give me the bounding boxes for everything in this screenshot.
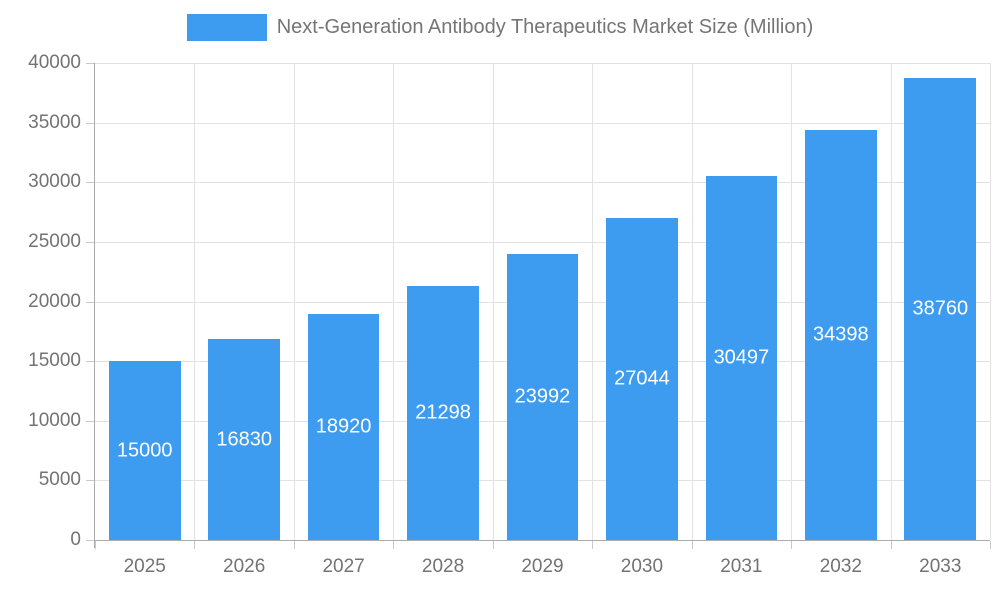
gridline-vertical: [990, 63, 991, 540]
y-axis-label: 35000: [28, 111, 81, 133]
gridline-vertical: [791, 63, 793, 540]
gridline-vertical: [592, 63, 594, 540]
x-axis-tick: [194, 541, 196, 549]
gridline-vertical: [492, 63, 494, 540]
legend-swatch: [186, 14, 267, 41]
x-axis-tick: [95, 541, 96, 549]
x-axis-tick: [492, 541, 494, 549]
y-axis-tick: [86, 122, 94, 124]
x-axis-tick: [293, 541, 295, 549]
y-axis-tick: [86, 480, 94, 482]
gridline-horizontal: [95, 182, 990, 184]
bar-2026[interactable]: 16830: [208, 339, 280, 540]
gridline-vertical: [393, 63, 395, 540]
bar-2027[interactable]: 18920: [307, 314, 380, 540]
x-axis-label: 2026: [223, 556, 266, 577]
gridline-vertical: [293, 63, 295, 540]
bar-value-label: 27044: [614, 367, 670, 390]
bar-value-label: 21298: [415, 401, 471, 424]
plot-area: 0 5000 10000 15000 20000 25000 30000 35000 40000…: [28, 52, 991, 577]
bar-2029[interactable]: 23992: [506, 253, 579, 540]
y-axis-tick: [86, 361, 94, 363]
y-axis-tick: [86, 241, 94, 243]
bar-2030[interactable]: 27044: [606, 217, 678, 540]
y-axis-label: 30000: [28, 171, 81, 193]
gridline-horizontal: [95, 63, 990, 64]
y-axis-tick: [86, 301, 94, 303]
bar-value-label: 18920: [315, 415, 372, 438]
y-axis-label: 25000: [28, 230, 81, 252]
x-axis-tick: [691, 541, 693, 549]
bar-2033[interactable]: 38760: [904, 77, 977, 540]
x-axis-label: 2030: [620, 556, 664, 577]
y-axis-tick: [86, 182, 94, 184]
y-axis-label: 10000: [28, 409, 81, 431]
x-axis-tick: [990, 541, 991, 549]
x-axis-label: 2033: [919, 556, 962, 577]
legend-label: Next-Generation Antibody Therapeutics Ma…: [276, 16, 814, 38]
bar-value-label: 23992: [514, 385, 571, 408]
x-axis-label: 2029: [521, 556, 564, 577]
y-axis-label: 20000: [28, 290, 81, 312]
x-axis-tick: [393, 541, 395, 549]
gridline-vertical: [194, 63, 196, 540]
x-axis-label: 2025: [123, 556, 166, 577]
gridline-horizontal: [95, 241, 990, 243]
bar-2025[interactable]: 15000: [108, 361, 181, 540]
y-axis-tick: [86, 63, 94, 64]
y-axis-label: 5000: [38, 469, 81, 491]
bar-2032[interactable]: 34398: [805, 129, 877, 540]
x-axis-tick: [791, 541, 793, 549]
bar-2028[interactable]: 21298: [407, 286, 479, 540]
gridline-vertical: [691, 63, 693, 540]
legend-item[interactable]: Next-Generation Antibody Therapeutics Ma…: [0, 14, 1000, 41]
gridline-vertical: [890, 63, 892, 540]
y-axis-label: 0: [70, 529, 81, 550]
bar-2031[interactable]: 30497: [705, 176, 778, 540]
x-axis-label: 2027: [322, 556, 365, 577]
y-axis-tick: [86, 420, 94, 422]
x-axis-tick: [592, 541, 594, 549]
y-axis-label: 40000: [28, 52, 81, 73]
x-axis-tick: [890, 541, 892, 549]
x-axis-label: 2031: [720, 556, 763, 577]
bar-value-label: 34398: [813, 323, 869, 346]
y-axis-tick: [86, 540, 94, 541]
bar-value-label: 15000: [116, 439, 173, 462]
bar-value-label: 38760: [912, 297, 969, 320]
y-axis-line: [94, 63, 95, 548]
y-axis-label: 15000: [28, 350, 81, 372]
bar-value-label: 30497: [713, 346, 770, 369]
x-axis-line: [95, 540, 990, 541]
bar-value-label: 16830: [216, 428, 272, 451]
x-axis-label: 2028: [421, 556, 465, 577]
x-axis-label: 2032: [819, 556, 862, 577]
gridline-horizontal: [95, 122, 990, 124]
